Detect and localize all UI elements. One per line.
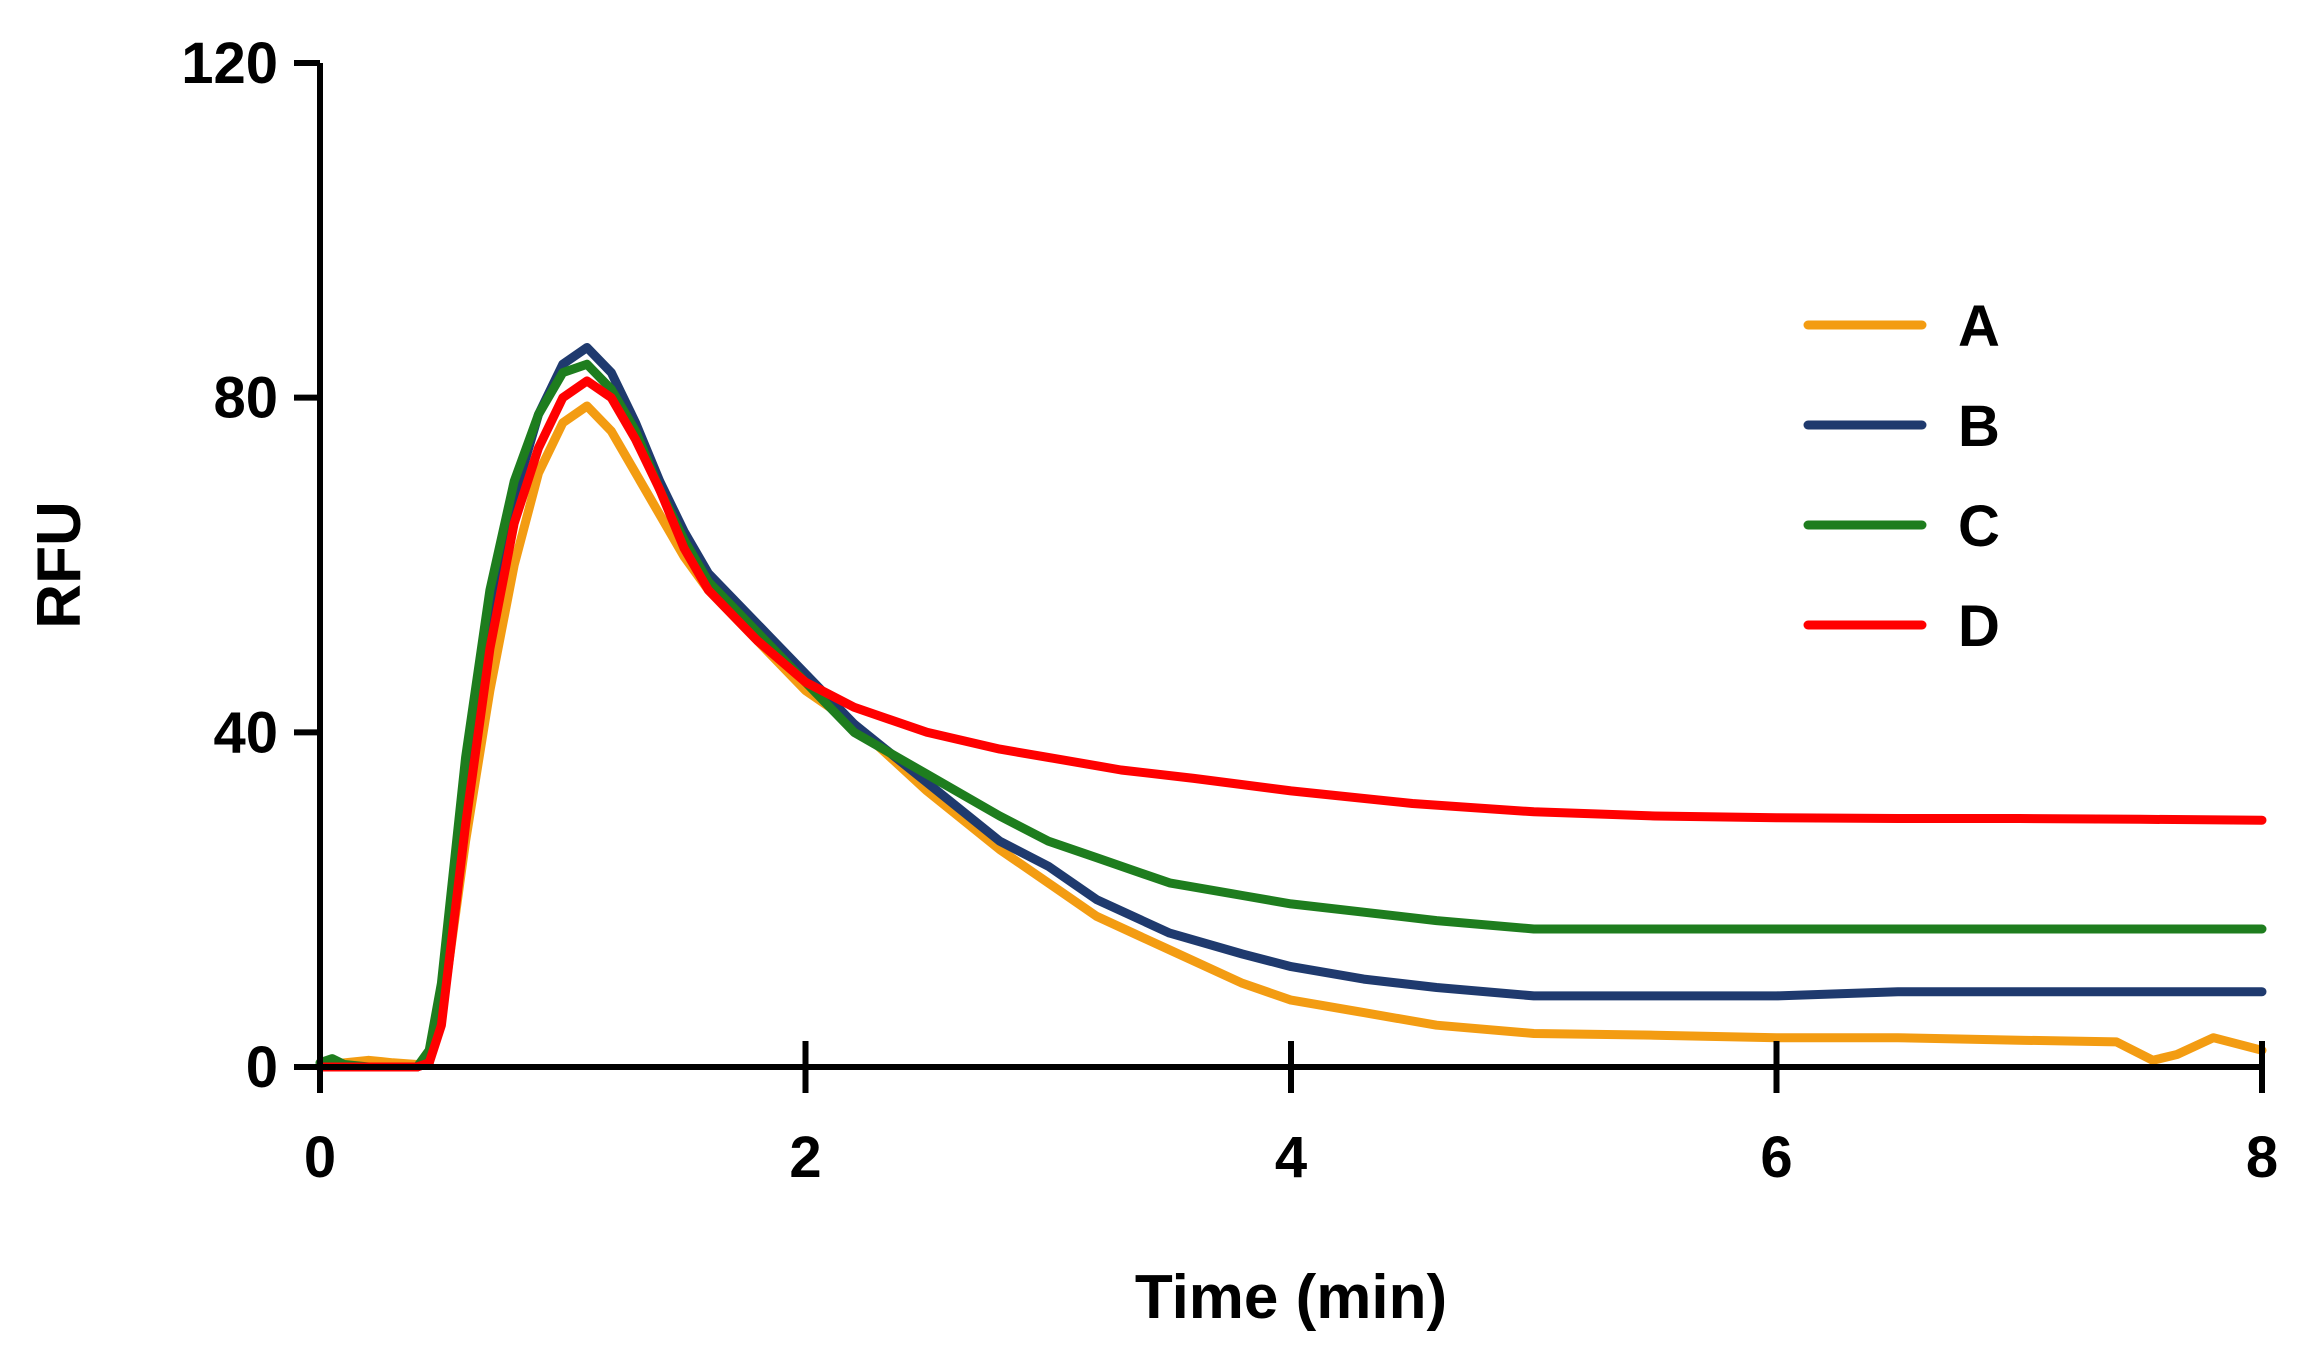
x-tick-label: 6 — [1760, 1125, 1792, 1190]
y-axis-title: RFU — [25, 501, 94, 628]
y-tick-label: 0 — [246, 1035, 278, 1100]
x-tick-label: 0 — [304, 1125, 336, 1190]
legend-label-b: B — [1958, 394, 2000, 459]
x-tick-label: 8 — [2246, 1125, 2278, 1190]
ticks-group: 0 40 80 120 0 2 4 6 8 — [181, 31, 2278, 1190]
legend-label-d: D — [1958, 594, 2000, 659]
legend-label-a: A — [1958, 294, 2000, 359]
x-tick-label: 2 — [789, 1125, 821, 1190]
axes — [317, 63, 2262, 1070]
series-group — [315, 343, 2267, 1072]
x-axis-title: Time (min) — [1135, 1263, 1447, 1332]
x-tick-label: 4 — [1275, 1125, 1307, 1190]
y-tick-label: 80 — [213, 366, 278, 431]
legend-label-c: C — [1958, 494, 2000, 559]
series-line-d — [315, 376, 2267, 1072]
y-tick-label: 120 — [181, 31, 278, 96]
series-line-c — [315, 359, 2267, 1072]
y-tick-label: 40 — [213, 700, 278, 765]
